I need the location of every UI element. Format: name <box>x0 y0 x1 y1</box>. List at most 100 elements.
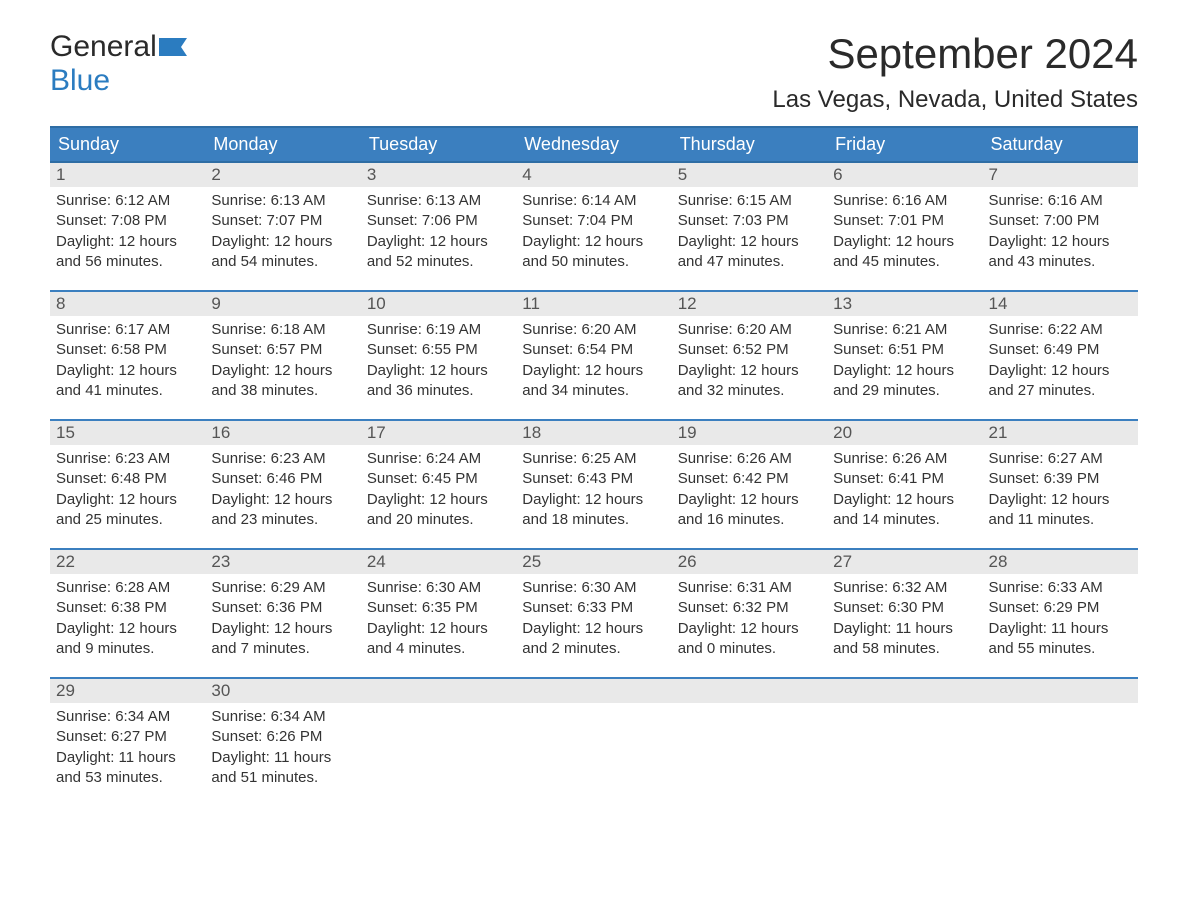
day-number: 12 <box>672 292 827 316</box>
calendar-day <box>516 679 671 800</box>
calendar-day: 23Sunrise: 6:29 AMSunset: 6:36 PMDayligh… <box>205 550 360 671</box>
weekday-header: Wednesday <box>516 128 671 161</box>
calendar-day: 3Sunrise: 6:13 AMSunset: 7:06 PMDaylight… <box>361 163 516 284</box>
calendar-day: 4Sunrise: 6:14 AMSunset: 7:04 PMDaylight… <box>516 163 671 284</box>
day-number <box>827 679 982 703</box>
weekday-header: Tuesday <box>361 128 516 161</box>
day-number: 24 <box>361 550 516 574</box>
day-number: 5 <box>672 163 827 187</box>
day-details: Sunrise: 6:31 AMSunset: 6:32 PMDaylight:… <box>672 574 827 659</box>
day-details: Sunrise: 6:34 AMSunset: 6:27 PMDaylight:… <box>50 703 205 788</box>
day-details: Sunrise: 6:26 AMSunset: 6:42 PMDaylight:… <box>672 445 827 530</box>
day-number: 4 <box>516 163 671 187</box>
calendar-day: 5Sunrise: 6:15 AMSunset: 7:03 PMDaylight… <box>672 163 827 284</box>
weekday-header: Saturday <box>983 128 1138 161</box>
day-details: Sunrise: 6:19 AMSunset: 6:55 PMDaylight:… <box>361 316 516 401</box>
calendar-day: 2Sunrise: 6:13 AMSunset: 7:07 PMDaylight… <box>205 163 360 284</box>
calendar-week: 15Sunrise: 6:23 AMSunset: 6:48 PMDayligh… <box>50 419 1138 542</box>
day-details: Sunrise: 6:20 AMSunset: 6:52 PMDaylight:… <box>672 316 827 401</box>
day-number: 15 <box>50 421 205 445</box>
day-number: 29 <box>50 679 205 703</box>
day-number: 6 <box>827 163 982 187</box>
calendar-week: 29Sunrise: 6:34 AMSunset: 6:27 PMDayligh… <box>50 677 1138 800</box>
calendar-day: 7Sunrise: 6:16 AMSunset: 7:00 PMDaylight… <box>983 163 1138 284</box>
day-number: 3 <box>361 163 516 187</box>
calendar-week: 8Sunrise: 6:17 AMSunset: 6:58 PMDaylight… <box>50 290 1138 413</box>
calendar-week: 1Sunrise: 6:12 AMSunset: 7:08 PMDaylight… <box>50 163 1138 284</box>
day-number: 23 <box>205 550 360 574</box>
day-number: 17 <box>361 421 516 445</box>
day-details: Sunrise: 6:21 AMSunset: 6:51 PMDaylight:… <box>827 316 982 401</box>
day-number: 1 <box>50 163 205 187</box>
calendar-day: 14Sunrise: 6:22 AMSunset: 6:49 PMDayligh… <box>983 292 1138 413</box>
day-number: 20 <box>827 421 982 445</box>
calendar-day: 18Sunrise: 6:25 AMSunset: 6:43 PMDayligh… <box>516 421 671 542</box>
calendar-day: 1Sunrise: 6:12 AMSunset: 7:08 PMDaylight… <box>50 163 205 284</box>
calendar-day: 29Sunrise: 6:34 AMSunset: 6:27 PMDayligh… <box>50 679 205 800</box>
day-number: 9 <box>205 292 360 316</box>
brand-logo: General Blue <box>50 30 187 98</box>
calendar-day: 17Sunrise: 6:24 AMSunset: 6:45 PMDayligh… <box>361 421 516 542</box>
day-number: 18 <box>516 421 671 445</box>
day-number: 14 <box>983 292 1138 316</box>
day-details: Sunrise: 6:27 AMSunset: 6:39 PMDaylight:… <box>983 445 1138 530</box>
day-details: Sunrise: 6:17 AMSunset: 6:58 PMDaylight:… <box>50 316 205 401</box>
calendar-day: 13Sunrise: 6:21 AMSunset: 6:51 PMDayligh… <box>827 292 982 413</box>
day-details: Sunrise: 6:28 AMSunset: 6:38 PMDaylight:… <box>50 574 205 659</box>
calendar-day: 6Sunrise: 6:16 AMSunset: 7:01 PMDaylight… <box>827 163 982 284</box>
day-details: Sunrise: 6:30 AMSunset: 6:33 PMDaylight:… <box>516 574 671 659</box>
day-number: 7 <box>983 163 1138 187</box>
day-details: Sunrise: 6:29 AMSunset: 6:36 PMDaylight:… <box>205 574 360 659</box>
day-number: 19 <box>672 421 827 445</box>
calendar-day: 20Sunrise: 6:26 AMSunset: 6:41 PMDayligh… <box>827 421 982 542</box>
calendar-day <box>672 679 827 800</box>
calendar-week: 22Sunrise: 6:28 AMSunset: 6:38 PMDayligh… <box>50 548 1138 671</box>
calendar-day: 27Sunrise: 6:32 AMSunset: 6:30 PMDayligh… <box>827 550 982 671</box>
day-number: 25 <box>516 550 671 574</box>
header: General Blue September 2024 Las Vegas, N… <box>50 30 1138 114</box>
calendar-day: 21Sunrise: 6:27 AMSunset: 6:39 PMDayligh… <box>983 421 1138 542</box>
day-details: Sunrise: 6:13 AMSunset: 7:06 PMDaylight:… <box>361 187 516 272</box>
day-details: Sunrise: 6:15 AMSunset: 7:03 PMDaylight:… <box>672 187 827 272</box>
day-details: Sunrise: 6:32 AMSunset: 6:30 PMDaylight:… <box>827 574 982 659</box>
day-details: Sunrise: 6:25 AMSunset: 6:43 PMDaylight:… <box>516 445 671 530</box>
calendar-day <box>827 679 982 800</box>
day-number: 26 <box>672 550 827 574</box>
day-details: Sunrise: 6:30 AMSunset: 6:35 PMDaylight:… <box>361 574 516 659</box>
calendar-day: 26Sunrise: 6:31 AMSunset: 6:32 PMDayligh… <box>672 550 827 671</box>
day-number: 2 <box>205 163 360 187</box>
calendar: SundayMondayTuesdayWednesdayThursdayFrid… <box>50 126 1138 800</box>
weekday-header: Friday <box>827 128 982 161</box>
day-number: 13 <box>827 292 982 316</box>
title-block: September 2024 Las Vegas, Nevada, United… <box>772 30 1138 114</box>
day-details: Sunrise: 6:33 AMSunset: 6:29 PMDaylight:… <box>983 574 1138 659</box>
day-number: 16 <box>205 421 360 445</box>
day-details: Sunrise: 6:16 AMSunset: 7:00 PMDaylight:… <box>983 187 1138 272</box>
day-details: Sunrise: 6:26 AMSunset: 6:41 PMDaylight:… <box>827 445 982 530</box>
day-number <box>516 679 671 703</box>
day-details: Sunrise: 6:13 AMSunset: 7:07 PMDaylight:… <box>205 187 360 272</box>
flag-icon <box>159 30 187 63</box>
location: Las Vegas, Nevada, United States <box>772 86 1138 114</box>
day-details: Sunrise: 6:14 AMSunset: 7:04 PMDaylight:… <box>516 187 671 272</box>
day-number: 8 <box>50 292 205 316</box>
month-title: September 2024 <box>772 30 1138 78</box>
day-details: Sunrise: 6:24 AMSunset: 6:45 PMDaylight:… <box>361 445 516 530</box>
weekday-header: Monday <box>205 128 360 161</box>
calendar-day <box>983 679 1138 800</box>
calendar-day: 24Sunrise: 6:30 AMSunset: 6:35 PMDayligh… <box>361 550 516 671</box>
day-details: Sunrise: 6:20 AMSunset: 6:54 PMDaylight:… <box>516 316 671 401</box>
day-number <box>361 679 516 703</box>
day-number: 11 <box>516 292 671 316</box>
weekday-header: Thursday <box>672 128 827 161</box>
calendar-day: 25Sunrise: 6:30 AMSunset: 6:33 PMDayligh… <box>516 550 671 671</box>
day-details: Sunrise: 6:23 AMSunset: 6:46 PMDaylight:… <box>205 445 360 530</box>
calendar-day: 15Sunrise: 6:23 AMSunset: 6:48 PMDayligh… <box>50 421 205 542</box>
day-number: 21 <box>983 421 1138 445</box>
calendar-day: 22Sunrise: 6:28 AMSunset: 6:38 PMDayligh… <box>50 550 205 671</box>
day-details: Sunrise: 6:22 AMSunset: 6:49 PMDaylight:… <box>983 316 1138 401</box>
day-number: 28 <box>983 550 1138 574</box>
calendar-day: 30Sunrise: 6:34 AMSunset: 6:26 PMDayligh… <box>205 679 360 800</box>
calendar-day: 8Sunrise: 6:17 AMSunset: 6:58 PMDaylight… <box>50 292 205 413</box>
day-number: 10 <box>361 292 516 316</box>
